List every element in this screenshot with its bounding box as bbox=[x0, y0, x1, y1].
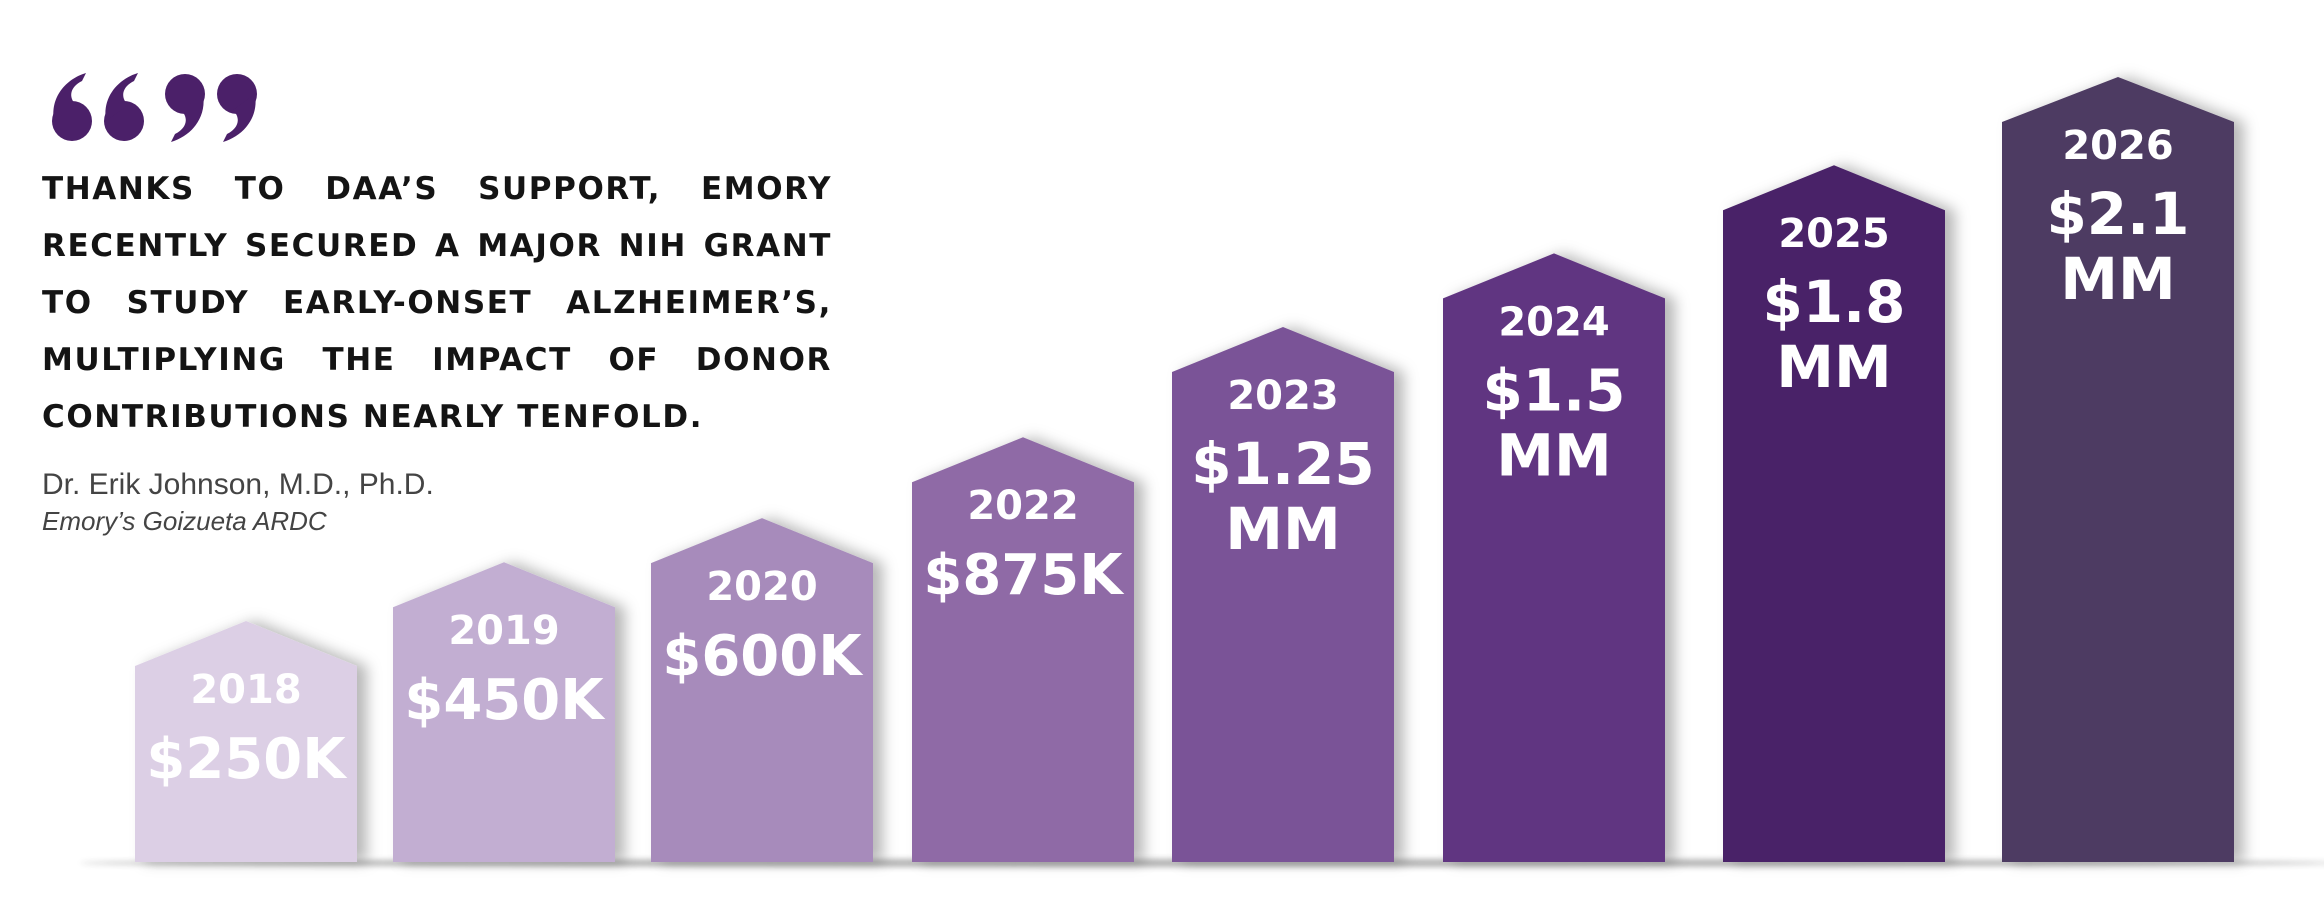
quote-text: THANKS TO DAA’S SUPPORT, EMORY RECENTLY … bbox=[42, 171, 832, 435]
bar-shape bbox=[651, 518, 873, 862]
bar-shape bbox=[135, 621, 357, 862]
bar-value-label: $600K bbox=[662, 624, 864, 689]
bar-value-label: $1.8 bbox=[1762, 268, 1905, 336]
bar-year-label: 2020 bbox=[706, 564, 817, 610]
bar-year-label: 2024 bbox=[1498, 299, 1609, 345]
bar-value-label: $450K bbox=[404, 668, 606, 733]
bar-value-label: MM bbox=[1225, 495, 1340, 563]
bar-value-label: $1.5 bbox=[1482, 356, 1625, 424]
bar-2025: 2025 $1.8MM bbox=[1723, 165, 1945, 863]
bar-value-label: MM bbox=[1776, 333, 1891, 401]
bar-2026: 2026 $2.1MM bbox=[2002, 77, 2234, 862]
bar-value-label: $875K bbox=[923, 543, 1125, 608]
bar-2020: 2020 $600K bbox=[651, 518, 873, 862]
bar-shape bbox=[912, 437, 1134, 862]
bar-value-label: MM bbox=[2060, 245, 2175, 313]
bar-shape bbox=[1443, 253, 1665, 862]
bar-year-label: 2023 bbox=[1227, 373, 1338, 419]
quote-affiliation: Emory’s Goizueta ARDC bbox=[42, 506, 327, 536]
bar-year-label: 2019 bbox=[448, 608, 559, 654]
bar-group: 2018 $250K 2019 $450K 2020 $600K 2022 $875K 2023… bbox=[135, 77, 2234, 863]
bar-value-label: $250K bbox=[146, 727, 348, 792]
bar-value-label: $2.1 bbox=[2046, 180, 2189, 248]
bar-year-label: 2025 bbox=[1778, 211, 1889, 257]
bar-year-label: 2026 bbox=[2062, 123, 2173, 169]
bar-year-label: 2022 bbox=[967, 483, 1078, 529]
bar-value-label: MM bbox=[1496, 421, 1611, 489]
bar-2024: 2024 $1.5MM bbox=[1443, 253, 1665, 862]
bar-2022: 2022 $875K bbox=[912, 437, 1134, 862]
quote-mark-glyph bbox=[165, 74, 205, 142]
bar-year-label: 2018 bbox=[190, 667, 301, 713]
quote-mark-glyph bbox=[52, 73, 92, 141]
bar-2018: 2018 $250K bbox=[135, 621, 357, 862]
bar-shape bbox=[393, 562, 615, 862]
quotation-marks-icon bbox=[52, 73, 257, 142]
quote-block: THANKS TO DAA’S SUPPORT, EMORY RECENTLY … bbox=[42, 70, 842, 537]
bar-shape bbox=[1723, 165, 1945, 863]
bar-2019: 2019 $450K bbox=[393, 562, 615, 862]
bar-shape bbox=[1172, 326, 1394, 863]
quote-author: Dr. Erik Johnson, M.D., Ph.D. bbox=[42, 468, 434, 501]
bar-shape bbox=[2002, 77, 2234, 862]
bar-value-label: $1.25 bbox=[1191, 430, 1374, 498]
quote-mark-glyph bbox=[104, 73, 144, 141]
quote-mark-glyph bbox=[217, 74, 257, 142]
